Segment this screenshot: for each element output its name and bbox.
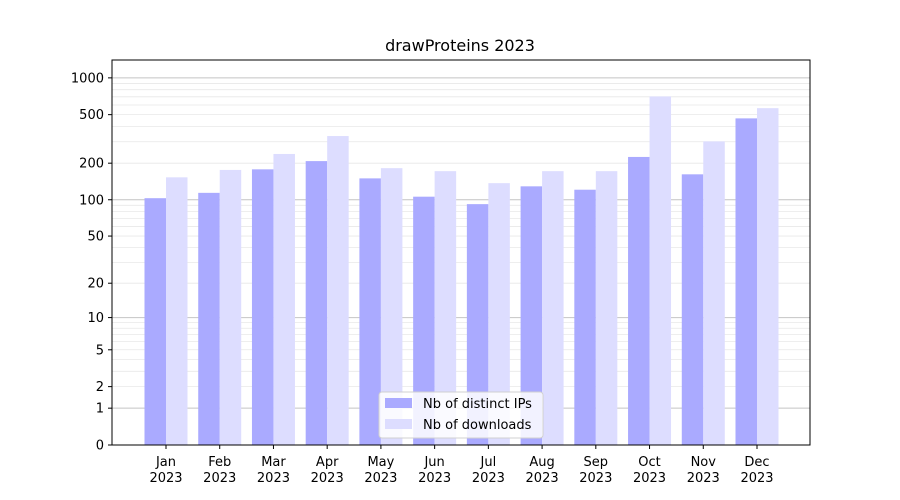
bar-distinct-ips-jun [413, 196, 435, 445]
y-tick-label: 0 [96, 439, 104, 454]
x-tick-label: May 2023 [364, 455, 397, 486]
bar-distinct-ips-feb [198, 192, 220, 445]
legend: Nb of distinct IPs Nb of downloads [378, 391, 544, 439]
x-tick-label: Aug 2023 [526, 455, 559, 486]
bar-distinct-ips-apr [305, 161, 328, 446]
y-tick-label: 100 [79, 193, 104, 208]
bars [144, 96, 779, 446]
legend-label: Nb of downloads [423, 418, 532, 433]
bar-distinct-ips-jul [466, 204, 489, 445]
bar-downloads-jun [434, 171, 457, 446]
x-tick-label: Mar 2023 [257, 455, 290, 486]
y-tick-label: 1000 [71, 71, 104, 86]
y-tick-label: 200 [79, 157, 104, 172]
x-tick-label: Feb 2023 [203, 455, 236, 486]
legend-box [378, 391, 544, 439]
bar-distinct-ips-dec [735, 118, 757, 446]
bar-distinct-ips-may [359, 178, 381, 445]
bar-distinct-ips-mar [251, 169, 274, 445]
x-tick-label: Dec 2023 [740, 455, 773, 486]
x-tick-label: Jan 2023 [149, 455, 182, 486]
bar-distinct-ips-oct [628, 156, 650, 445]
x-tick-label: Jun 2023 [418, 455, 451, 486]
chart-title: drawProteins 2023 [385, 36, 535, 55]
bar-downloads-dec [757, 108, 779, 445]
bar-downloads-aug [542, 171, 564, 446]
bar-downloads-oct [649, 96, 672, 445]
y-tick-label: 2 [96, 380, 104, 395]
x-axis: Jan 2023 Feb 2023 Mar 2023 Apr 2023 May 2023 Jun 20… [149, 445, 774, 486]
y-tick-label: 10 [87, 311, 104, 326]
x-tick-label: Jul 2023 [472, 455, 505, 486]
y-tick-label: 1 [96, 402, 104, 417]
bar-downloads-nov [703, 141, 725, 445]
legend-swatch [385, 419, 412, 429]
y-tick-label: 500 [79, 108, 104, 123]
legend-swatch [385, 398, 412, 408]
x-tick-label: Nov 2023 [687, 455, 720, 486]
y-tick-label: 50 [87, 230, 104, 245]
x-tick-label: Oct 2023 [633, 455, 666, 486]
legend-label: Nb of distinct IPs [423, 397, 532, 412]
bar-distinct-ips-jan [144, 198, 166, 445]
bar-distinct-ips-aug [520, 186, 543, 445]
bar-downloads-mar [273, 153, 295, 445]
bar-downloads-feb [219, 169, 242, 445]
plot-area-frame [111, 59, 811, 446]
y-axis: 0 1 2 5 10 20 50 100 200 500 1000 [71, 71, 112, 454]
x-tick-label: Apr 2023 [311, 455, 344, 486]
bar-downloads-may [380, 168, 403, 446]
bar-downloads-jan [166, 177, 188, 446]
x-tick-label: Sep 2023 [579, 455, 612, 486]
bar-distinct-ips-sep [574, 189, 596, 445]
bar-distinct-ips-nov [681, 174, 704, 446]
bar-downloads-jul [488, 183, 510, 445]
bar-downloads-sep [595, 171, 618, 446]
y-tick-label: 5 [96, 343, 104, 358]
bar-downloads-apr [327, 136, 349, 445]
y-tick-label: 20 [87, 277, 104, 292]
